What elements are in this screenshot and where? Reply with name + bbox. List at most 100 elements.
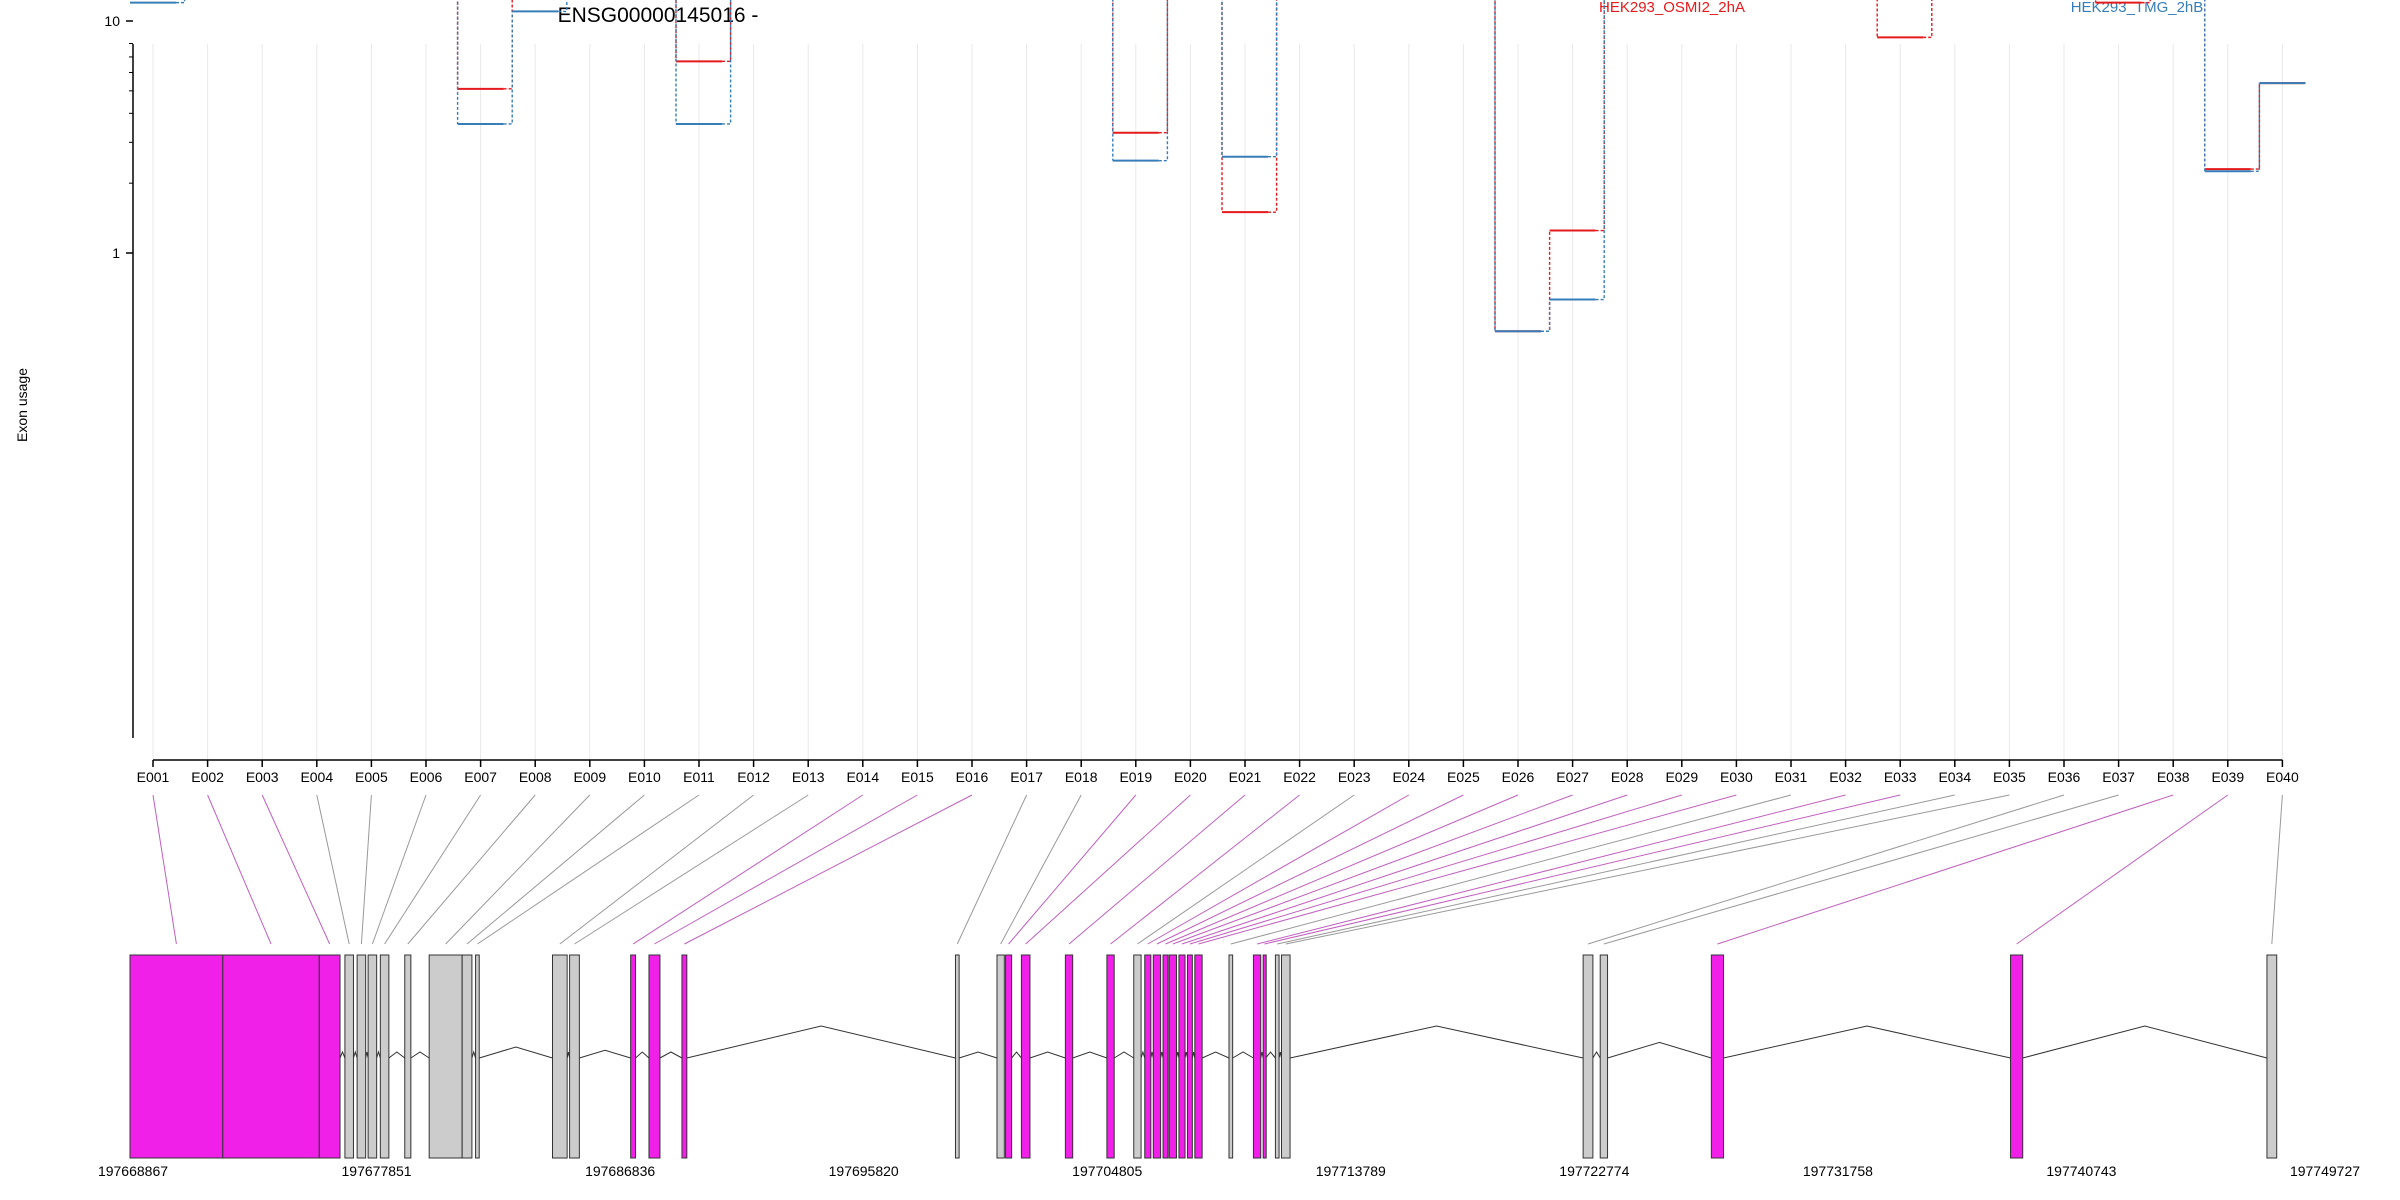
- connector-e017: [956, 794, 1028, 945]
- x-tick-label-e002: E002: [191, 769, 224, 785]
- exon-block-e039: [2010, 954, 2024, 1159]
- exon-block-e038: [1710, 954, 1725, 1159]
- connector-e038: [1717, 794, 2174, 945]
- series-0-connector-6: [503, 0, 513, 90]
- intron-33: [1265, 1051, 1276, 1059]
- connector-e007: [384, 794, 482, 945]
- exon-block-e034: [1274, 954, 1280, 1159]
- connector-e030: [1198, 794, 1737, 945]
- series-1-connector-18: [1158, 0, 1169, 162]
- connector-e037: [1603, 794, 2119, 945]
- series-0-connector-5: [456, 0, 459, 89]
- x-tick-label-e006: E006: [410, 769, 443, 785]
- x-tick-label-e022: E022: [1283, 769, 1316, 785]
- exon-block-e001: [129, 954, 224, 1159]
- exon-block-e026: [1162, 954, 1169, 1159]
- connector-e026: [1165, 794, 1519, 945]
- exon-block-e006: [367, 954, 378, 1159]
- exon-block-e024: [1144, 954, 1152, 1159]
- x-tick-label-e014: E014: [846, 769, 879, 785]
- connector-e019: [1008, 794, 1137, 945]
- exon-block-e028: [1178, 954, 1186, 1159]
- series-1-connector-37: [2204, 0, 2206, 172]
- x-tick-label-e005: E005: [355, 769, 388, 785]
- x-tick-label-e001: E001: [137, 769, 170, 785]
- exon-block-e005: [356, 954, 367, 1159]
- connector-e034: [1277, 794, 1955, 945]
- exon-block-e013: [569, 954, 580, 1159]
- series-1-connector-38: [2250, 83, 2261, 172]
- connector-e012: [559, 794, 754, 945]
- series-1-connector-10: [722, 0, 732, 125]
- x-tick-label-e028: E028: [1611, 769, 1644, 785]
- intron-37: [1607, 1041, 1712, 1059]
- connector-e013: [574, 794, 809, 945]
- series-1-connector-5: [456, 0, 459, 124]
- genomic-tick-label-3: 197695820: [829, 1163, 899, 1179]
- y-tick-label-1: 10: [104, 13, 120, 29]
- intron-22: [1113, 1051, 1135, 1059]
- genomic-tick-label-1: 197677851: [342, 1163, 412, 1179]
- exon-block-e037: [1599, 954, 1609, 1159]
- exon-block-e018: [996, 954, 1005, 1159]
- x-tick-label-e016: E016: [956, 769, 989, 785]
- connector-e021: [1068, 794, 1246, 945]
- intron-15: [659, 1051, 683, 1059]
- exon-block-e003: [318, 954, 341, 1159]
- x-tick-label-e035: E035: [1993, 769, 2026, 785]
- intron-11: [479, 1046, 553, 1059]
- intron-39: [2022, 1025, 2268, 1059]
- series-1: [130, 0, 2306, 333]
- genomic-axis: 197668867 197677851 197686836 197695820 1977…: [98, 1163, 2360, 1179]
- intron-31: [1232, 1051, 1254, 1059]
- connector-e004: [316, 794, 350, 945]
- x-tick-label-e023: E023: [1338, 769, 1371, 785]
- x-tick-label-e009: E009: [573, 769, 606, 785]
- series-0-connector-31: [1876, 0, 1878, 38]
- connector-e014: [632, 794, 864, 945]
- x-tick-label-e038: E038: [2157, 769, 2190, 785]
- genomic-tick-label-7: 197731758: [1803, 1163, 1873, 1179]
- x-tick-label-e030: E030: [1720, 769, 1753, 785]
- x-tick-label-e027: E027: [1556, 769, 1589, 785]
- x-tick-label-e010: E010: [628, 769, 661, 785]
- connector-e003: [261, 794, 331, 945]
- exon-block-e040: [2266, 954, 2278, 1159]
- connector-e033: [1264, 794, 1901, 945]
- intron-10: [471, 1050, 477, 1059]
- connector-e005: [360, 794, 372, 945]
- connector-e015: [654, 794, 918, 945]
- series-0-connector-32: [1923, 0, 1933, 39]
- series-0-connector-18: [1158, 0, 1169, 134]
- connector-e002: [207, 794, 272, 945]
- exon-block-e021: [1064, 954, 1074, 1159]
- series-1-connector-17: [1112, 0, 1114, 161]
- intron-3: [339, 1050, 346, 1059]
- x-tick-label-e007: E007: [464, 769, 497, 785]
- x-tick-label-e034: E034: [1938, 769, 1971, 785]
- exon-connector-lines: [152, 794, 2283, 945]
- legend-entry-osmi2: HEK293_OSMI2_2hA: [1599, 0, 1745, 16]
- intron-30: [1201, 1051, 1230, 1059]
- legend-entry-tmg: HEK293_TMG_2hB: [2071, 0, 2204, 16]
- intron-38: [1723, 1025, 2011, 1059]
- x-tick-label-e032: E032: [1829, 769, 1862, 785]
- series-1-connector-20: [1268, 0, 1278, 158]
- connector-e024: [1147, 794, 1410, 945]
- exon-block-e031: [1228, 954, 1234, 1159]
- series-1-connector-19: [1221, 0, 1223, 157]
- x-tick-label-e012: E012: [737, 769, 770, 785]
- exon-block-e007: [379, 954, 390, 1159]
- exon-block-e011: [475, 954, 480, 1159]
- exon-block-e032: [1252, 954, 1262, 1159]
- exon-block-e033: [1262, 954, 1267, 1159]
- x-tick-label-e017: E017: [1010, 769, 1043, 785]
- connector-e006: [371, 794, 427, 945]
- connector-e010: [466, 794, 645, 945]
- exon-block-e029: [1186, 954, 1193, 1159]
- exon-block-e002: [222, 954, 320, 1159]
- x-tick-label-e031: E031: [1775, 769, 1808, 785]
- intron-21: [1072, 1051, 1108, 1059]
- series-0: [456, 0, 2306, 333]
- x-tick-label-e039: E039: [2211, 769, 2244, 785]
